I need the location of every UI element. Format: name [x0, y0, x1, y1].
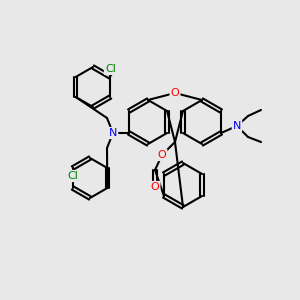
Text: Cl: Cl: [67, 171, 78, 181]
Text: O: O: [171, 88, 179, 98]
Text: O: O: [151, 182, 159, 192]
Text: O: O: [158, 150, 166, 160]
Text: Cl: Cl: [105, 64, 116, 74]
Text: N: N: [109, 128, 117, 138]
Text: N: N: [233, 121, 241, 131]
